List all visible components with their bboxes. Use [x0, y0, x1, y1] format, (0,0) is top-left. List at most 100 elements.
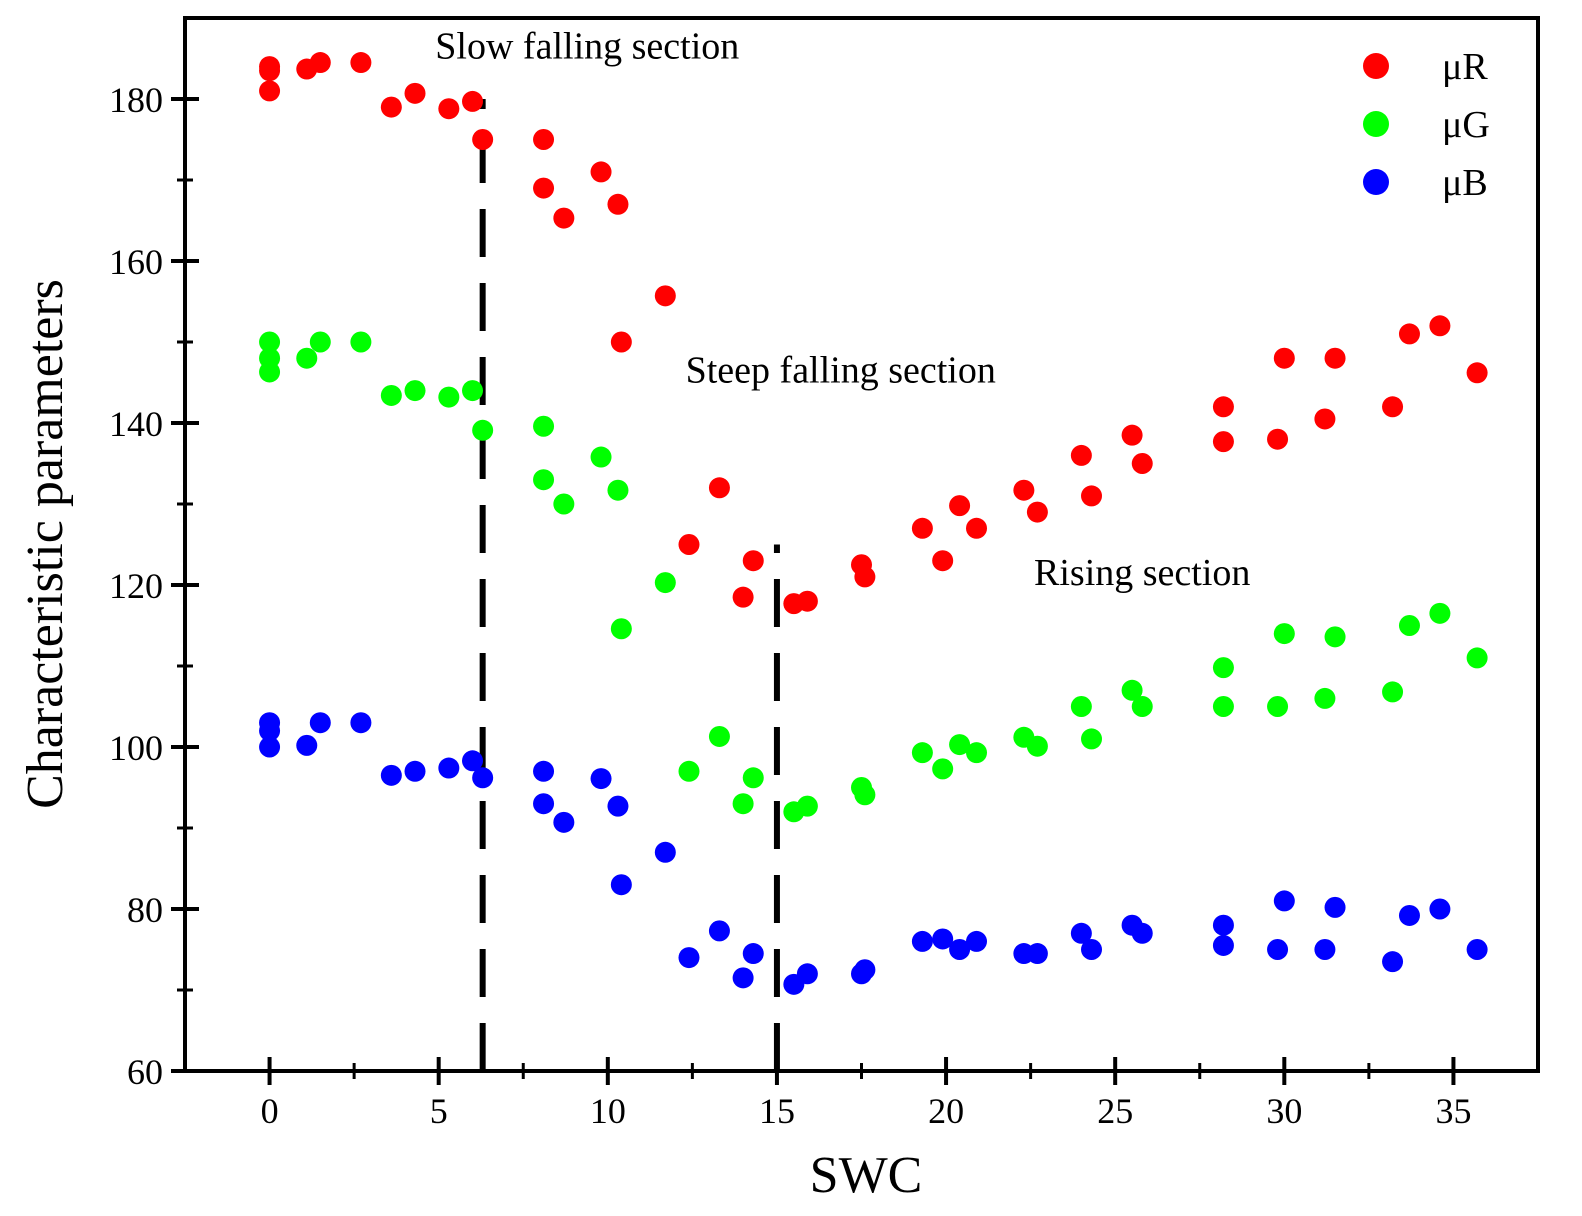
data-point [533, 469, 555, 491]
data-point [1398, 615, 1420, 636]
legend-marker [1363, 111, 1389, 137]
data-point [462, 380, 484, 402]
data-point [404, 760, 426, 782]
data-point [966, 930, 988, 952]
data-points [259, 52, 1488, 995]
data-point [732, 586, 754, 608]
data-point [404, 82, 426, 104]
legend: μR μG μB [1363, 46, 1490, 204]
data-point [708, 920, 730, 942]
data-point [732, 793, 754, 815]
data-point [1267, 696, 1289, 717]
data-point [708, 725, 730, 747]
x-tick-label: 15 [759, 1091, 795, 1131]
y-axis-title: Characteristic parameters [17, 279, 74, 809]
legend-label: μB [1442, 162, 1488, 204]
data-point [1267, 939, 1289, 960]
legend-label: μG [1442, 104, 1490, 146]
data-point [1273, 623, 1295, 645]
x-tick-label: 35 [1435, 1091, 1471, 1131]
data-point [796, 795, 818, 817]
data-point [380, 384, 402, 406]
x-tick-label: 5 [430, 1091, 448, 1131]
data-point [966, 742, 988, 764]
data-point [932, 550, 954, 572]
legend-marker [1363, 169, 1389, 195]
data-point [911, 930, 933, 952]
x-tick-label: 25 [1097, 1091, 1133, 1131]
data-point [259, 331, 281, 353]
data-point [1026, 735, 1048, 757]
data-point [259, 736, 281, 758]
data-point [350, 331, 372, 353]
data-point [708, 477, 730, 499]
data-point [1429, 602, 1451, 624]
data-point [259, 361, 281, 383]
data-point [309, 712, 331, 734]
y-tick-label: 120 [109, 566, 163, 606]
data-point [1131, 453, 1153, 474]
data-point [1398, 904, 1420, 926]
data-point [1314, 408, 1336, 430]
series-1 [259, 331, 1488, 823]
data-point [472, 767, 494, 789]
data-point [607, 479, 629, 501]
data-point [590, 768, 612, 790]
data-point [1013, 479, 1035, 501]
data-point [296, 734, 318, 756]
slow-falling-label: Slow falling section [435, 26, 739, 68]
steep-falling-label: Steep falling section [686, 350, 996, 392]
data-point [380, 764, 402, 786]
data-point [911, 517, 933, 539]
rising-label: Rising section [1034, 552, 1250, 594]
data-point [404, 380, 426, 402]
data-point [1070, 444, 1092, 466]
data-point [796, 590, 818, 612]
data-point [966, 517, 988, 539]
data-point [1131, 696, 1153, 717]
data-point [1382, 396, 1404, 418]
data-point [1267, 428, 1289, 450]
series-0 [259, 52, 1488, 615]
data-point [678, 947, 700, 969]
data-point [1429, 898, 1451, 920]
data-point [949, 939, 971, 960]
data-point [932, 928, 954, 950]
data-point [533, 760, 555, 782]
data-point [1273, 347, 1295, 369]
data-point [533, 415, 555, 437]
data-point [1324, 347, 1346, 369]
y-tick-label: 60 [127, 1052, 163, 1092]
data-point [350, 52, 372, 74]
y-tick-label: 140 [109, 404, 163, 444]
x-tick-label: 20 [928, 1091, 964, 1131]
data-point [533, 129, 555, 150]
x-tick-label: 30 [1266, 1091, 1302, 1131]
data-point [1273, 890, 1295, 912]
data-point [610, 331, 632, 353]
data-point [590, 161, 612, 183]
data-point [1081, 728, 1103, 750]
data-point [1212, 934, 1234, 956]
data-point [742, 767, 764, 789]
data-point [472, 129, 494, 150]
data-point [1429, 315, 1451, 337]
data-point [1070, 696, 1092, 717]
data-point [1212, 657, 1234, 679]
data-point [911, 742, 933, 764]
legend-marker [1363, 53, 1389, 79]
y-tick-label: 160 [109, 242, 163, 282]
data-point [1131, 922, 1153, 944]
data-point [654, 285, 676, 307]
data-point [932, 758, 954, 780]
x-axis-ticks: 0 5 10 15 20 25 30 35 [261, 1057, 1471, 1131]
data-point [607, 795, 629, 817]
data-point [1382, 681, 1404, 703]
data-point [438, 757, 460, 779]
data-point [1212, 396, 1234, 418]
data-point [309, 52, 331, 74]
data-point [259, 80, 281, 102]
data-point [1314, 687, 1336, 709]
data-point [742, 943, 764, 965]
